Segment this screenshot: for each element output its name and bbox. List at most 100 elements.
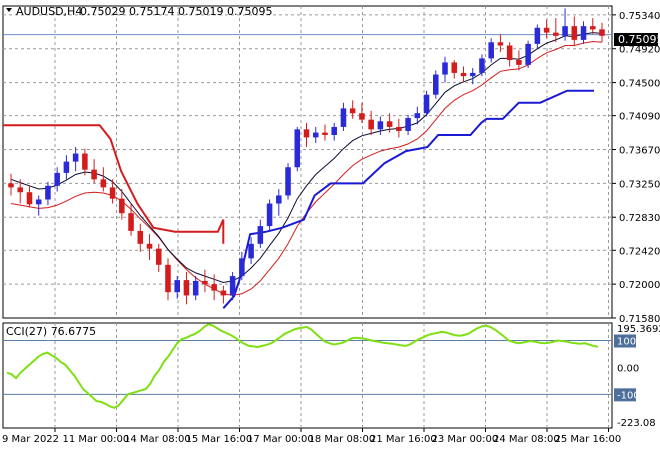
candle	[137, 223, 144, 252]
y-tick-label: 0.71580	[619, 314, 660, 325]
candle	[580, 21, 587, 44]
candle-body	[257, 226, 264, 244]
candle	[285, 163, 291, 200]
candle-body	[340, 108, 347, 127]
x-tick-label: 14 Mar 08:00	[124, 434, 191, 445]
candle	[589, 18, 596, 35]
candle	[276, 189, 282, 216]
candle	[322, 124, 328, 141]
cci-tick-label: 100	[617, 337, 636, 348]
candle	[506, 42, 513, 67]
candle-body	[8, 183, 14, 188]
candle	[433, 70, 439, 99]
y-tick-label: 0.73670	[619, 146, 660, 157]
current-price-marker: 0.75095	[614, 33, 660, 46]
candle-body	[72, 153, 79, 162]
candle	[525, 40, 531, 69]
symbol-label: AUDUSD,H4	[16, 5, 82, 18]
candle-body	[266, 203, 273, 227]
candle	[488, 38, 494, 63]
candle	[248, 237, 254, 264]
candle-body	[165, 264, 171, 293]
candle	[349, 100, 356, 119]
y-tick-label: 0.75340	[619, 11, 660, 22]
candle-body	[377, 121, 384, 130]
candle-body	[100, 179, 107, 188]
candle-body	[414, 113, 421, 119]
candle-body	[396, 126, 402, 131]
candle-body	[451, 62, 458, 73]
candle	[599, 22, 605, 43]
candle	[155, 243, 162, 273]
price-axis: 0.75340 0.74920 0.74500 0.74090 0.73670 0.732…	[612, 11, 660, 325]
candle	[183, 272, 190, 305]
candle-body	[239, 258, 245, 277]
candle	[359, 102, 365, 123]
candle-body	[202, 280, 208, 285]
ma-fast-line	[10, 32, 603, 284]
candle-body	[405, 118, 411, 131]
candle	[469, 68, 476, 85]
x-tick-label: 11 Mar 00:00	[63, 434, 130, 445]
candle-body	[285, 167, 291, 196]
moving-averages	[10, 32, 603, 296]
cci-panel: 195.3692 100 0.00 -100 -223.08	[2, 322, 660, 429]
candle-body	[534, 27, 541, 44]
candle	[571, 16, 578, 47]
candle-body	[497, 42, 504, 46]
cci-line	[6, 323, 599, 409]
cci-frame	[2, 322, 613, 429]
candle-body	[109, 187, 116, 199]
candle-body	[460, 72, 467, 77]
candle-body	[479, 58, 485, 73]
candle	[202, 269, 208, 293]
candle	[72, 147, 79, 172]
candle	[553, 18, 559, 43]
candle	[543, 19, 550, 39]
symbol-dropdown-icon[interactable]	[6, 8, 12, 12]
candle	[479, 54, 485, 77]
cci-label: CCI(27) 76.6775	[6, 325, 96, 338]
candle-body	[128, 213, 134, 231]
candle-body	[137, 230, 144, 244]
x-tick-label: 25 Mar 16:00	[555, 434, 622, 445]
candle-body	[589, 26, 596, 30]
candle-body	[155, 248, 162, 265]
candle	[100, 167, 107, 192]
candle-body	[553, 32, 559, 36]
candle	[386, 113, 393, 133]
candle	[82, 148, 88, 176]
trailing-stops	[3, 89, 594, 309]
candle-body	[35, 199, 42, 205]
candle	[442, 56, 448, 83]
candle-body	[506, 45, 513, 61]
candle-body	[349, 108, 356, 114]
candle-body	[433, 74, 439, 95]
ma-slow-line	[10, 40, 603, 296]
candle	[146, 234, 153, 260]
candle	[516, 50, 522, 71]
candle-body	[562, 26, 568, 36]
candle	[8, 173, 14, 196]
candle-body	[423, 94, 430, 114]
cci-level-badge	[614, 334, 636, 348]
candle	[257, 219, 264, 248]
candle	[174, 276, 180, 299]
candle	[26, 185, 33, 208]
x-tick-label: 24 Mar 08:00	[493, 434, 560, 445]
x-tick-label: 17 Mar 00:00	[247, 434, 314, 445]
x-tick-label: 18 Mar 08:00	[309, 434, 376, 445]
candle-body	[368, 119, 374, 130]
candle	[405, 114, 411, 135]
candle-body	[91, 169, 97, 180]
candle	[91, 159, 97, 184]
candle	[534, 24, 541, 49]
candle-body	[45, 185, 51, 200]
candle	[368, 110, 374, 135]
x-tick-label: 15 Mar 16:00	[186, 434, 253, 445]
candle	[229, 272, 236, 301]
candle-body	[183, 280, 190, 296]
stop-red-line	[3, 124, 225, 244]
candle	[165, 258, 171, 301]
main-frame	[2, 5, 613, 319]
